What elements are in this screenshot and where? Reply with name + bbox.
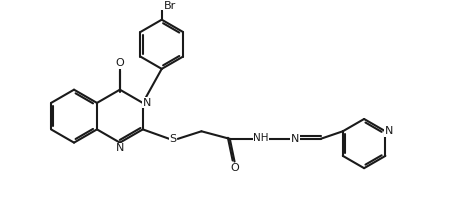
- Text: N: N: [116, 143, 124, 153]
- Text: S: S: [170, 134, 176, 144]
- Text: N: N: [385, 126, 393, 136]
- Text: O: O: [116, 58, 124, 68]
- Text: N: N: [291, 134, 299, 144]
- Text: O: O: [230, 163, 239, 173]
- Text: NH: NH: [253, 133, 269, 143]
- Text: N: N: [142, 98, 151, 108]
- Text: Br: Br: [164, 0, 176, 10]
